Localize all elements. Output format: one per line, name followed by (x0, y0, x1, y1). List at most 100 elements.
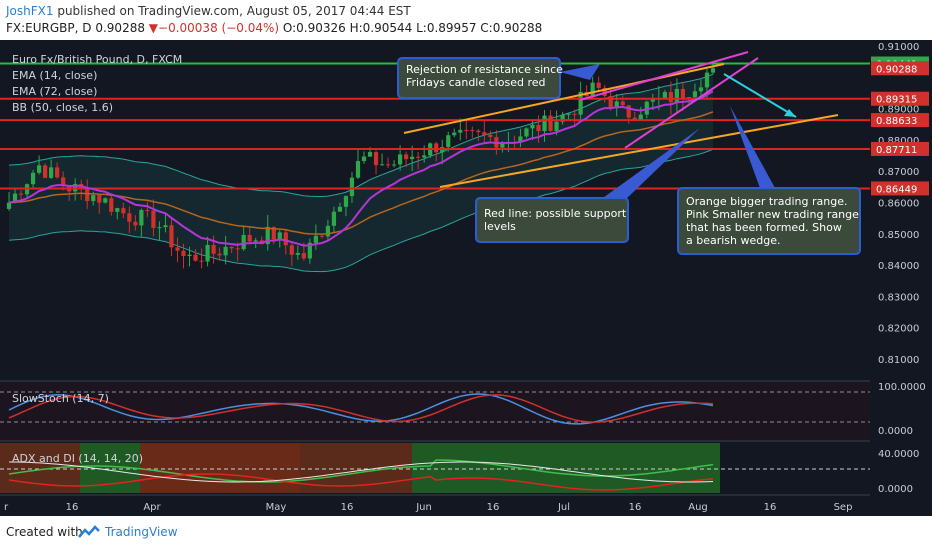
candle-body (6, 202, 12, 209)
legend-ema14[interactable]: EMA (14, close) (12, 69, 97, 82)
price-label: 0.88633 (876, 116, 917, 127)
moving-averages (8, 90, 714, 247)
adx-bg-green (412, 443, 720, 493)
author-link[interactable]: JoshFX1 (6, 4, 54, 18)
candle-body (121, 208, 126, 214)
price-label: 0.86449 (876, 184, 917, 195)
candle-body (704, 72, 710, 88)
legend-ema72[interactable]: EMA (72, close) (12, 85, 97, 98)
callout-pointer (730, 106, 775, 188)
candle-body (410, 156, 415, 160)
candle-body (187, 254, 192, 256)
price-axis-labels: 0.904410.902880.893150.886330.877110.864… (871, 56, 929, 196)
time-tick: 16 (764, 502, 777, 513)
created-with-label: Created with (6, 525, 83, 539)
stoch-tick-bottom: 0.0000 (878, 426, 913, 437)
wedge-note-line1: Orange bigger trading range. (686, 195, 847, 208)
ohlc-values: O:0.90326 H:0.90544 L:0.89957 C:0.90288 (282, 21, 543, 35)
candle-body (55, 167, 60, 178)
bollinger-band-fill (8, 73, 714, 273)
time-tick: 16 (66, 502, 79, 513)
candle-body (434, 143, 439, 153)
chart-svg[interactable]: Rejection of resistance since Fridays ca… (0, 40, 932, 516)
chart-area[interactable]: Rejection of resistance since Fridays ca… (0, 40, 932, 516)
candle-body (18, 193, 24, 195)
candle-body (367, 152, 373, 157)
price-label-box (871, 91, 929, 106)
tradingview-logo-icon (78, 525, 100, 538)
time-tick: May (266, 502, 287, 513)
candle-body (193, 254, 198, 261)
candle-body (530, 124, 535, 129)
candles (6, 60, 716, 269)
candle-body (524, 128, 529, 137)
candle-body (271, 226, 276, 240)
price-label-box (871, 141, 929, 156)
candle-body (211, 244, 216, 254)
pink-wedge (579, 51, 759, 149)
candle-body (313, 235, 318, 243)
candle-body (115, 208, 120, 212)
price-label: 0.90288 (876, 64, 917, 75)
price-change: ▼−0.00038 (−0.04%) (148, 21, 280, 35)
candle-body (590, 82, 595, 97)
adx-tick-bottom: 0.0000 (878, 484, 913, 495)
candle-body (235, 248, 240, 250)
resistance-note-line1: Rejection of resistance since (406, 63, 563, 76)
candle-body (674, 88, 679, 103)
candle-body (241, 234, 246, 250)
support-note-line1: Red line: possible support (484, 207, 627, 220)
candle-body (109, 198, 114, 212)
symbol: FX:EURGBP, D (6, 21, 92, 35)
price-tick: 0.83000 (878, 292, 919, 303)
candle-body (542, 115, 547, 132)
time-tick: Jul (557, 502, 570, 513)
candle-body (680, 88, 686, 100)
candle-body (91, 195, 96, 202)
annotation-support[interactable]: Red line: possible support levels (475, 128, 700, 243)
time-axis[interactable]: r 16 Apr May 16 Jun 16 Jul 16 Aug 16 Sep (4, 502, 852, 513)
time-tick: 16 (341, 502, 354, 513)
candle-body (103, 198, 108, 203)
time-tick: 16 (629, 502, 642, 513)
candle-body (229, 246, 234, 249)
candle-body (265, 226, 270, 245)
annotation-resistance[interactable]: Rejection of resistance since Fridays ca… (397, 57, 600, 99)
chart-legend: Euro Fx/British Pound, D, FXCM EMA (14, … (12, 53, 182, 114)
price-tick: 0.87000 (878, 167, 919, 178)
annotation-wedge[interactable]: Orange bigger trading range. Pink Smalle… (677, 106, 861, 255)
pink-wedge-bottom (624, 57, 759, 149)
candle-body (404, 154, 409, 160)
price-tick: 0.86000 (878, 199, 919, 210)
candle-body (650, 99, 655, 102)
stoch-pane[interactable] (0, 382, 870, 440)
price-axis[interactable]: 0.91000 0.89000 0.88000 0.87000 0.86000 0.850… (878, 42, 919, 366)
time-tick: Aug (688, 502, 708, 513)
projection-arrowhead (784, 109, 796, 117)
candle-body (349, 177, 355, 197)
candle-body (145, 209, 150, 211)
adx-label[interactable]: ADX and DI (14, 14, 20) (12, 452, 143, 465)
time-tick: Jun (415, 502, 432, 513)
candle-body (464, 129, 469, 131)
candle-body (169, 225, 174, 248)
price-label: 0.87711 (876, 145, 917, 156)
candle-body (223, 246, 228, 256)
adx-di-minus (8, 473, 714, 491)
candle-body (614, 101, 619, 109)
candle-body (253, 240, 258, 242)
candle-body (620, 101, 625, 106)
price-label: 0.89315 (876, 95, 917, 106)
chart-header: JoshFX1 published on TradingView.com, Au… (0, 0, 932, 40)
support-note-line2: levels (484, 220, 516, 233)
candle-body (343, 196, 349, 207)
legend-bb[interactable]: BB (50, close, 1.6) (12, 101, 113, 114)
tradingview-link[interactable]: TradingView (105, 525, 178, 539)
candle-body (422, 155, 427, 158)
time-tick: r (4, 502, 9, 513)
candle-body (379, 164, 385, 166)
candle-body (398, 154, 403, 165)
candle-body (319, 235, 324, 237)
stoch-label[interactable]: SlowStoch (14, 7) (12, 392, 109, 405)
last-price: 0.90288 (95, 21, 145, 35)
